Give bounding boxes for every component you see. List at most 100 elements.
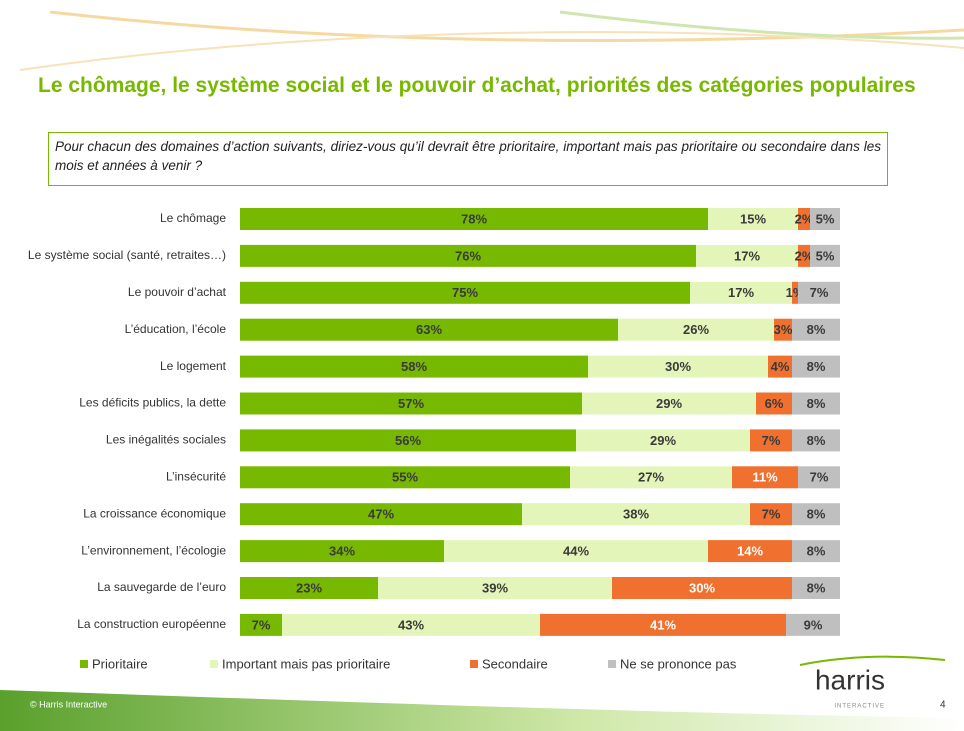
value-label: 7%	[810, 285, 829, 300]
value-label: 2%	[795, 211, 814, 226]
bar-segment	[240, 429, 576, 452]
chart-title: Le chômage, le système social et le pouv…	[38, 74, 916, 97]
bar-segment	[732, 466, 798, 489]
bar-segment	[240, 244, 696, 267]
value-label: 8%	[807, 544, 826, 559]
bar-segment	[750, 429, 792, 452]
bar-segment	[612, 577, 792, 599]
value-label: 8%	[807, 433, 826, 448]
category-label: La sauvegarde de l’euro	[97, 580, 226, 594]
value-label: 78%	[461, 211, 487, 226]
value-label: 75%	[452, 285, 478, 300]
bar-segment	[708, 208, 798, 230]
value-label: 7%	[252, 617, 271, 632]
legend-swatch	[470, 660, 478, 668]
value-label: 58%	[401, 359, 427, 374]
legend-swatch	[210, 660, 218, 668]
legend-label: Prioritaire	[92, 656, 148, 671]
legend-swatch	[80, 660, 88, 668]
bar-segment	[240, 392, 582, 415]
value-label: 7%	[810, 470, 829, 485]
bar-segment	[588, 355, 768, 378]
footer-band	[0, 690, 964, 731]
legend-label: Ne se prononce pas	[620, 656, 737, 671]
category-label: Le pouvoir d’achat	[128, 285, 227, 299]
bar-segment	[792, 355, 840, 378]
bar-segment	[522, 503, 750, 526]
bar-segment	[768, 355, 792, 378]
value-label: 17%	[728, 285, 754, 300]
value-label: 3%	[774, 322, 793, 337]
bar-segment	[240, 355, 588, 378]
bar-segment	[798, 208, 810, 230]
bar-segment	[798, 281, 840, 304]
value-label: 41%	[650, 617, 676, 632]
value-label: 15%	[740, 211, 766, 226]
value-label: 11%	[752, 470, 778, 485]
legend-label: Important mais pas prioritaire	[222, 656, 390, 671]
value-label: 17%	[734, 248, 760, 263]
swoosh	[19, 31, 964, 71]
bar-segment	[240, 466, 570, 489]
logo-sub: INTERACTIVE	[834, 704, 885, 710]
value-label: 5%	[816, 211, 835, 226]
bar-segment	[792, 429, 840, 452]
bar-segment	[756, 392, 792, 415]
value-label: 9%	[804, 617, 823, 632]
bar-segment	[240, 540, 444, 563]
value-label: 29%	[650, 433, 676, 448]
bar-segment	[774, 318, 792, 341]
value-label: 55%	[392, 470, 418, 485]
bar-segment	[540, 613, 786, 636]
bar-segment	[378, 577, 612, 599]
value-label: 7%	[762, 507, 781, 522]
bar-segment	[240, 577, 378, 599]
bar-segment	[798, 466, 840, 489]
value-label: 5%	[816, 248, 835, 263]
value-label: 76%	[455, 248, 481, 263]
bar-segment	[282, 613, 540, 636]
bar-segment	[444, 540, 708, 563]
bar-segment	[792, 577, 840, 599]
legend-label: Secondaire	[482, 656, 548, 671]
value-label: 34%	[329, 544, 355, 559]
value-label: 47%	[368, 507, 394, 522]
category-label: Les déficits publics, la dette	[79, 396, 226, 410]
value-label: 63%	[416, 322, 442, 337]
swoosh	[559, 10, 964, 40]
subtitle: Pour chacun des domaines d’action suivan…	[48, 132, 888, 186]
value-label: 30%	[665, 359, 691, 374]
bar-segment	[240, 281, 690, 304]
value-label: 2%	[795, 248, 814, 263]
category-label: Les inégalités sociales	[106, 433, 226, 447]
bar-segment	[696, 244, 798, 267]
bar-segment	[618, 318, 774, 341]
value-label: 14%	[737, 544, 763, 559]
category-label: La croissance économique	[83, 506, 226, 520]
value-label: 39%	[482, 580, 508, 595]
value-label: 38%	[623, 507, 649, 522]
value-label: 57%	[398, 396, 424, 411]
value-label: 4%	[771, 359, 790, 374]
category-label: La construction européenne	[77, 617, 226, 631]
logo: harris	[815, 664, 885, 695]
bar-segment	[798, 244, 810, 267]
value-label: 7%	[762, 433, 781, 448]
value-label: 23%	[296, 580, 322, 595]
bar-segment	[570, 466, 732, 489]
bar-segment	[810, 208, 840, 230]
value-label: 8%	[807, 322, 826, 337]
value-label: 8%	[807, 396, 826, 411]
value-label: 27%	[638, 470, 664, 485]
bar-segment	[708, 540, 792, 563]
category-label: L’insécurité	[166, 469, 226, 483]
value-label: 29%	[656, 396, 682, 411]
value-label: 30%	[689, 580, 715, 595]
category-label: Le système social (santé, retraites…)	[28, 248, 226, 262]
bar-segment	[576, 429, 750, 452]
bar-segment	[810, 244, 840, 267]
bar-segment	[792, 503, 840, 526]
value-label: 8%	[807, 580, 826, 595]
